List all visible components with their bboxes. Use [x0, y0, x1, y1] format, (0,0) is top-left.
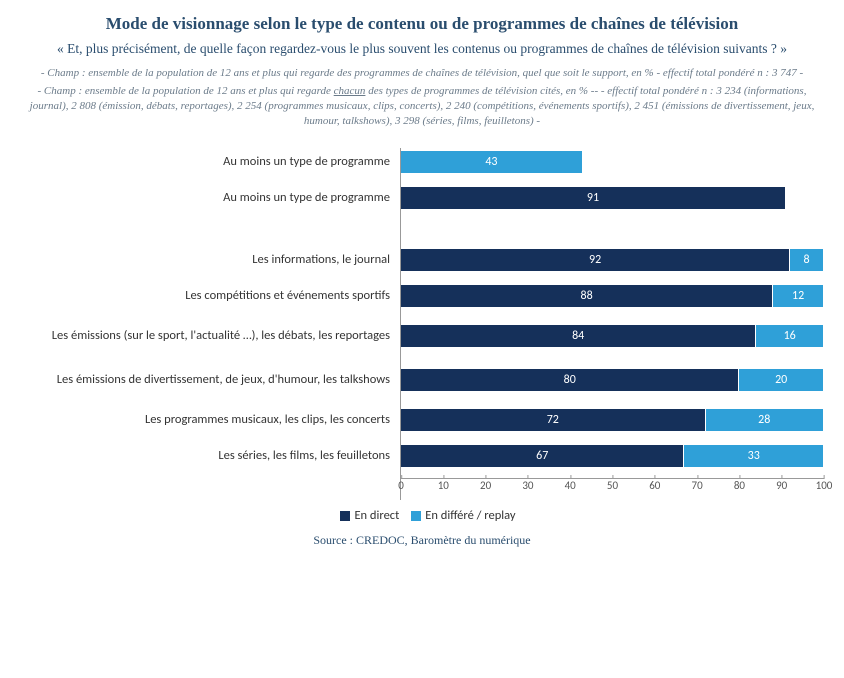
chart-note-1: - Champ : ensemble de la population de 1… — [20, 66, 824, 81]
y-axis-labels: Au moins un type de programme Au moins un… — [20, 148, 400, 500]
bar-segment-direct: 80 — [401, 369, 739, 391]
bar-segment-replay: 16 — [756, 325, 824, 347]
plot-area: 4391928881284168020722867330102030405060… — [400, 148, 824, 500]
category-label: Les compétitions et événements sportifs — [20, 289, 400, 303]
x-tick: 50 — [607, 475, 618, 492]
chart-title: Mode de visionnage selon le type de cont… — [20, 14, 824, 34]
bar-segment-replay: 20 — [739, 369, 824, 391]
category-label: Les séries, les films, les feuilletons — [20, 449, 400, 463]
x-tick: 60 — [649, 475, 660, 492]
x-tick: 90 — [776, 475, 787, 492]
chart-area: Au moins un type de programme Au moins un… — [20, 148, 824, 500]
x-axis: 0102030405060708090100 — [401, 478, 824, 500]
bar: 8416 — [401, 325, 824, 347]
category-label: Les programmes musicaux, les clips, les … — [20, 413, 400, 427]
bar: 91 — [401, 187, 824, 209]
legend-swatch — [340, 511, 350, 521]
x-tick: 100 — [816, 475, 833, 492]
chart-source: Source : CREDOC, Baromètre du numérique — [20, 533, 824, 548]
legend-label: En direct — [354, 508, 399, 523]
bar-segment-direct: 91 — [401, 187, 786, 209]
x-tick: 0 — [398, 475, 404, 492]
bar: 43 — [401, 151, 824, 173]
bar-segment-direct: 88 — [401, 285, 773, 307]
bar-segment-direct: 72 — [401, 409, 706, 431]
x-tick: 20 — [480, 475, 491, 492]
x-tick: 30 — [522, 475, 533, 492]
chart-note-2: - Champ : ensemble de la population de 1… — [20, 84, 824, 130]
category-label: Au moins un type de programme — [20, 191, 400, 205]
chart-subtitle: « Et, plus précisément, de quelle façon … — [20, 40, 824, 58]
x-tick: 70 — [692, 475, 703, 492]
bar-segment-direct: 84 — [401, 325, 756, 347]
bar-segment-replay: 8 — [790, 249, 824, 271]
category-label: Les informations, le journal — [20, 253, 400, 267]
bar-segment-replay: 43 — [401, 151, 583, 173]
bar: 7228 — [401, 409, 824, 431]
bar: 8020 — [401, 369, 824, 391]
bar-segment-replay: 28 — [706, 409, 824, 431]
bar-segment-direct: 67 — [401, 445, 684, 467]
category-label: Les émissions de divertissement, de jeux… — [20, 373, 400, 387]
bar-segment-direct: 92 — [401, 249, 790, 271]
legend-swatch — [411, 511, 421, 521]
legend: En direct En différé / replay — [20, 508, 824, 523]
bar-segment-replay: 33 — [684, 445, 824, 467]
category-label: Au moins un type de programme — [20, 155, 400, 169]
x-tick: 40 — [565, 475, 576, 492]
category-label: Les émissions (sur le sport, l'actualité… — [20, 329, 400, 343]
bar: 8812 — [401, 285, 824, 307]
bar-segment-replay: 12 — [773, 285, 824, 307]
x-tick: 10 — [438, 475, 449, 492]
legend-label: En différé / replay — [425, 508, 515, 523]
x-tick: 80 — [734, 475, 745, 492]
bar: 928 — [401, 249, 824, 271]
bar: 6733 — [401, 445, 824, 467]
